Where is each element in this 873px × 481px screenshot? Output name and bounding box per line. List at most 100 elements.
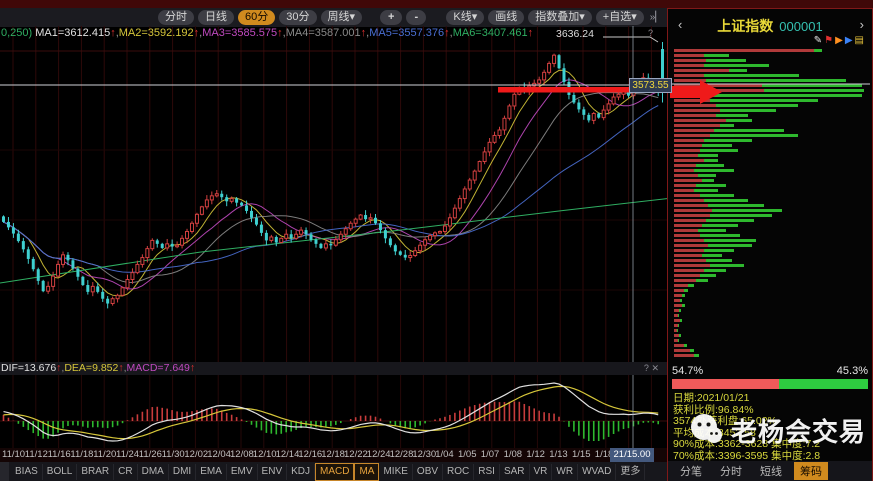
up-arrow-icon: ↑ — [444, 27, 450, 39]
play-orange-icon[interactable]: ▶ — [835, 35, 845, 46]
stock-code: 000001 — [779, 19, 823, 34]
up-arrow-icon: ↑ — [110, 27, 116, 39]
indicator-tab-ROC[interactable]: ROC — [443, 463, 475, 480]
play-blue-icon[interactable]: ▶ — [844, 35, 855, 46]
tool-button[interactable]: 画线 — [488, 10, 525, 25]
period-tab-group: 分时 日线 60分 30分 周线▾ — [156, 10, 364, 25]
indicator-tab-MA[interactable]: MA — [354, 462, 380, 481]
up-arrow-icon: ↑ — [277, 27, 283, 39]
ma-values-bar: 0,250) MA1=3612.415↑,MA2=3592.192↑,MA3=3… — [1, 27, 534, 39]
stat-70-cost: 70%成本:3396-3595 集中度:2.8 — [673, 449, 821, 462]
date-label: 11/30 — [161, 449, 185, 460]
date-label: 12/24 — [366, 449, 391, 460]
zoom-out-button[interactable]: - — [406, 10, 427, 25]
date-label: 12/14 — [275, 449, 300, 460]
indicator-tab-DMA[interactable]: DMA — [138, 463, 169, 480]
macd-value: MACD=7.649 — [126, 362, 190, 374]
chip-distribution-chart[interactable] — [670, 47, 870, 363]
flag-icon[interactable]: ⚑ — [824, 35, 836, 46]
watermark: 老杨会交易 — [687, 411, 866, 449]
period-tab-周线▾[interactable]: 周线▾ — [320, 10, 363, 25]
period-tab-60分[interactable]: 60分 — [238, 10, 276, 25]
panel-tab-筹码[interactable]: 筹码 — [794, 462, 828, 480]
indicator-tab-BIAS[interactable]: BIAS — [11, 463, 43, 480]
indicator-tab-ENV[interactable]: ENV — [258, 463, 288, 480]
indicator-tab-BRAR[interactable]: BRAR — [77, 463, 115, 480]
up-arrow-icon: ↑ — [193, 27, 200, 39]
date-label: 12/02 — [184, 449, 209, 460]
pencil-icon[interactable]: ✎ — [813, 35, 825, 46]
chip-panel-tabs: 分笔 分时 短线 筹码 — [668, 461, 872, 481]
date-label: 12/18 — [321, 449, 345, 460]
indicator-tab-CR[interactable]: CR — [114, 463, 138, 480]
current-price-tag: 3573.55 — [629, 78, 672, 93]
up-arrow-icon: ↑ — [527, 27, 534, 39]
tool-button[interactable]: 指数叠加▾ — [528, 10, 592, 25]
indicator-tab-RSI[interactable]: RSI — [474, 463, 500, 480]
date-label: 12/16 — [298, 449, 323, 460]
ratio-right-pct: 45.3% — [836, 365, 868, 377]
high-price-label: 3636.24 — [556, 28, 594, 40]
macd-label-bar: DIF=13.676↑,DEA=9.852↑,MACD=7.649↑ ? ✕ — [0, 362, 667, 375]
indicator-tab-OBV[interactable]: OBV — [413, 463, 444, 480]
indicator-tab-MACD[interactable]: MACD — [315, 462, 355, 481]
help-icon[interactable]: ? — [648, 28, 654, 38]
period-tab-分时[interactable]: 分时 — [158, 10, 194, 25]
panel-tab-短线[interactable]: 短线 — [760, 466, 782, 478]
ma-value: MA3=3585.575 — [202, 27, 278, 39]
date-label: 1/13 — [549, 449, 568, 460]
indicator-tab-EMA[interactable]: EMA — [196, 463, 227, 480]
indicator-tab-WR[interactable]: WR — [552, 463, 579, 480]
indicator-tab-WVAD[interactable]: WVAD — [578, 463, 617, 480]
date-label: 11/16 — [47, 449, 71, 460]
date-label: 1/04 — [435, 449, 454, 460]
indicator-tab-EMV[interactable]: EMV — [227, 463, 258, 480]
indicator-tab-更多[interactable]: 更多 — [616, 463, 646, 480]
macd-chart[interactable] — [0, 375, 667, 448]
zoom-in-button[interactable]: + — [380, 10, 403, 25]
date-label: 11/18 — [70, 449, 94, 460]
collapse-panel-icon[interactable]: »▏ — [649, 12, 663, 23]
tool-button[interactable]: K线▾ — [446, 10, 485, 25]
date-label: 1/12 — [526, 449, 545, 460]
date-label: 11/10 — [2, 449, 26, 460]
toolbar-stub — [0, 462, 9, 481]
panel-tab-分时[interactable]: 分时 — [720, 466, 742, 478]
date-label: 1/08 — [503, 449, 523, 460]
stock-title: 上证指数 000001 — [668, 16, 872, 36]
date-axis: 11/10 11/12 11/16 11/18 11/20 11/24 11/26 11/30… — [0, 448, 667, 462]
date-label: 1/05 — [458, 449, 477, 460]
stock-name: 上证指数 — [717, 18, 774, 34]
panel-tab-分笔[interactable]: 分笔 — [680, 466, 702, 478]
date-label: 1/15 — [572, 449, 591, 460]
indicator-tab-SAR[interactable]: SAR — [500, 463, 530, 480]
indicator-tab-MIKE[interactable]: MIKE — [379, 463, 413, 480]
ma-value: MA4=3587.001 — [285, 27, 361, 39]
macd-pane-controls[interactable]: ? ✕ — [643, 363, 659, 373]
prev-stock-button[interactable]: ‹ — [678, 17, 683, 32]
stat-price-profit: 3574处获利盘:65.02% — [673, 415, 777, 427]
profit-ratio-bar — [672, 379, 868, 389]
date-label: 12/22 — [344, 449, 368, 460]
current-time-badge: 21/15.00 — [610, 448, 654, 462]
note-icon[interactable]: ▤ — [854, 35, 866, 46]
date-label: 12/10 — [252, 449, 277, 460]
tool-button[interactable]: +自选▾ — [595, 10, 644, 25]
date-label: 12/28 — [389, 449, 414, 460]
ma-value: MA5=3557.376 — [369, 27, 445, 39]
period-tab-30分[interactable]: 30分 — [279, 10, 317, 25]
date-label: 11/12 — [24, 449, 48, 460]
period-tab-日线[interactable]: 日线 — [198, 10, 234, 25]
indicator-tab-VR[interactable]: VR — [530, 463, 553, 480]
indicator-tab-DMI[interactable]: DMI — [169, 463, 197, 480]
stat-date: 日期:2021/01/21 — [673, 392, 750, 404]
indicator-tab-KDJ[interactable]: KDJ — [287, 463, 316, 480]
ratio-green-bar — [779, 379, 868, 389]
next-stock-button[interactable]: › — [859, 17, 864, 32]
stat-90-cost: 90%成本:3362-3628 集中度:7.2 — [673, 438, 821, 450]
indicator-tab-BOLL[interactable]: BOLL — [43, 463, 78, 480]
date-label: 11/20 — [93, 449, 117, 460]
wechat-icon — [691, 414, 722, 443]
main-candlestick-chart[interactable] — [0, 26, 667, 362]
